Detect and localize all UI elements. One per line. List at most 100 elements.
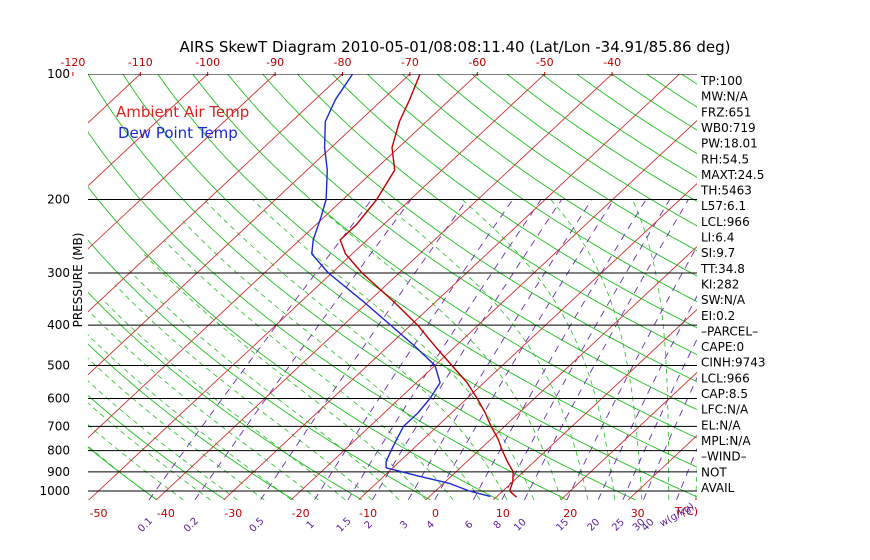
moist-adiabat (182, 220, 481, 501)
moist-adiabat (88, 380, 238, 501)
mixing-ratio-line (597, 295, 697, 500)
mixing-ratio-line (676, 447, 697, 500)
plot-area (0, 67, 870, 501)
pressure-tick-label: 300 (47, 266, 70, 280)
mixing-ratio-line (473, 199, 647, 501)
index-entry: PW:18.01 (701, 137, 758, 151)
dry-adiabat (436, 74, 697, 252)
moist-adiabats (88, 199, 697, 501)
dry-adiabat (775, 67, 870, 499)
dry-adiabat (88, 394, 226, 501)
mixing-ratio-label: 10 (512, 517, 529, 534)
index-entry: TH:5463 (700, 184, 752, 198)
mixing-ratio-label: 8 (492, 519, 504, 531)
index-entry: EI:0.2 (701, 309, 735, 323)
chart-title: AIRS SkewT Diagram 2010-05-01/08:08:11.4… (179, 38, 730, 56)
dry-adiabat (810, 67, 870, 499)
mixing-ratio-label: 0.2 (182, 516, 201, 535)
dry-adiabat (122, 74, 697, 498)
mixing-ratio-line (524, 199, 689, 501)
mixing-ratio-label: 0.5 (248, 516, 267, 535)
isotherm (88, 74, 344, 313)
index-entry: NOT (701, 465, 727, 479)
moist-adiabat (88, 445, 157, 501)
moist-adiabat (203, 199, 508, 500)
isotherm (358, 182, 697, 501)
dry-adiabat (741, 67, 870, 499)
moist-adiabat (252, 199, 535, 500)
mixing-ratio-label: 3 (398, 519, 410, 531)
top-tick-label: -100 (195, 56, 220, 69)
isotherms (0, 67, 697, 501)
index-entry: MW:N/A (701, 90, 749, 104)
mixing-ratio-label: 2 (363, 519, 375, 531)
isotherm (425, 245, 697, 501)
mixing-ratio-line (148, 199, 372, 501)
dry-adiabat (157, 74, 697, 468)
index-entry: L57:6.1 (701, 199, 746, 213)
dry-adiabat (88, 239, 431, 501)
index-entry: TP:100 (700, 74, 743, 88)
moist-adiabat (88, 310, 319, 501)
dry-adiabat (541, 74, 697, 178)
index-entry: TT:34.8 (700, 262, 745, 276)
index-entry: SW:N/A (701, 293, 746, 307)
dry-adiabat (401, 74, 697, 277)
dry-adiabat (0, 67, 20, 499)
bottom-tick-label: 30 (631, 507, 645, 520)
pressure-tick-label: 400 (47, 318, 70, 332)
top-tick-label: -90 (266, 56, 284, 69)
bottom-tick-label: -50 (90, 507, 108, 520)
index-entry: MAXT:24.5 (701, 168, 764, 182)
dry-adiabat (296, 74, 697, 356)
bottom-tick-label: -20 (292, 507, 310, 520)
mixing-ratio-line (194, 199, 412, 501)
index-entry: LFC:N/A (701, 403, 749, 417)
moist-adiabat (88, 334, 292, 501)
pressure-tick-label: 900 (47, 465, 70, 479)
moist-adiabat (101, 298, 346, 501)
mixing-ratio-lines (148, 199, 697, 501)
bottom-tick-label: -10 (359, 507, 377, 520)
moist-adiabat (88, 424, 184, 501)
moist-adiabat (632, 199, 670, 500)
mixing-ratio-label: 20 (586, 517, 603, 534)
mixing-ratio-line (347, 199, 542, 501)
sounding-series (311, 74, 517, 498)
index-entry: MPL:N/A (701, 434, 751, 448)
legend: Ambient Air Temp Dew Point Temp (116, 103, 249, 142)
index-entry: CAPE:0 (701, 340, 744, 354)
index-entry: CINH:9743 (701, 356, 766, 370)
isotherm (560, 371, 697, 501)
isotherm (88, 74, 478, 439)
isotherm (156, 74, 613, 501)
dry-adiabat (471, 74, 697, 227)
bottom-tick-label: -30 (224, 507, 242, 520)
legend-ambient-air-temp: Ambient Air Temp (116, 103, 249, 121)
dry-adiabats (0, 67, 870, 501)
mixing-ratio-label: 1.5 (335, 516, 354, 535)
pressure-tick-label: 800 (47, 444, 70, 458)
mixing-ratio-line (622, 338, 697, 500)
x-axis-label: T(C) (674, 505, 698, 518)
bottom-temperature-axis: -50 -40 -30 -20 -10 0 10 20 30 (90, 507, 645, 520)
isotherm (0, 67, 13, 500)
index-entry: WB0:719 (701, 121, 756, 135)
bottom-tick-label: -40 (157, 507, 175, 520)
moist-adiabat (379, 199, 589, 500)
mixing-ratio-label: 4 (425, 519, 437, 531)
moist-adiabat (550, 199, 643, 500)
pressure-tick-label: 1000 (39, 484, 70, 498)
isotherm (88, 74, 209, 187)
isotherm (88, 74, 276, 250)
bottom-tick-label: 20 (563, 507, 577, 520)
isotherm (223, 74, 681, 501)
mixing-ratio-line (314, 199, 513, 501)
dry-adiabat (192, 74, 697, 439)
index-entry: AVAIL (701, 481, 735, 495)
isotherm (0, 67, 81, 500)
index-entry: EL:N/A (701, 418, 741, 432)
isotherm (88, 74, 411, 376)
pressure-axis: 100 200 300 400 500 600 700 800 900 1000 (39, 67, 70, 498)
